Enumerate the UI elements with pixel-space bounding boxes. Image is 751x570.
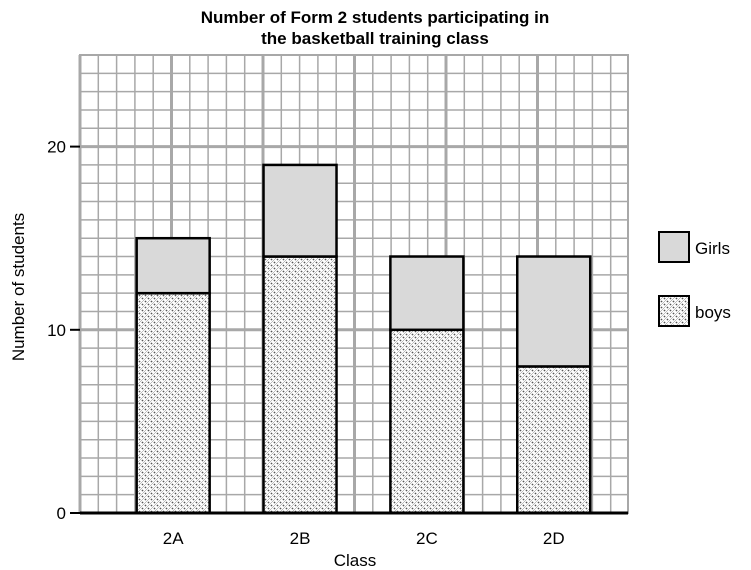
bar-boys-2b — [262, 255, 338, 515]
bar-girls-2a — [135, 236, 211, 295]
y-tick-labels: 0 10 20 — [47, 138, 66, 523]
legend-label-boys: boys — [695, 303, 731, 322]
x-axis-title: Class — [334, 551, 377, 570]
bars — [135, 163, 592, 515]
legend-swatch-girls — [658, 231, 690, 263]
y-tick-label-10: 10 — [47, 321, 66, 340]
bar-boys-2d — [515, 365, 592, 515]
legend: Girls boys — [658, 231, 731, 327]
chart-title-line-2: the basketball training class — [261, 29, 489, 48]
bar-girls-2b — [262, 163, 338, 258]
y-tick-label-20: 20 — [47, 138, 66, 157]
x-tick-label-2d: 2D — [543, 529, 565, 548]
x-tick-label-2a: 2A — [163, 529, 184, 548]
bar-girls-2d — [515, 255, 592, 368]
axes — [70, 145, 628, 515]
x-tick-label-2b: 2B — [290, 529, 311, 548]
chart-title-line-1: Number of Form 2 students participating … — [201, 8, 550, 27]
bar-boys-2c — [389, 328, 465, 515]
bar-girls-2c — [389, 255, 465, 332]
legend-swatch-boys — [658, 295, 690, 327]
bar-boys-2a — [135, 291, 211, 515]
y-axis-title: Number of students — [9, 213, 28, 361]
legend-label-girls: Girls — [695, 239, 730, 258]
x-tick-labels: 2A 2B 2C 2D — [163, 529, 565, 548]
chart-title: Number of Form 2 students participating … — [201, 8, 550, 48]
x-tick-label-2c: 2C — [416, 529, 438, 548]
y-tick-label-0: 0 — [57, 504, 66, 523]
